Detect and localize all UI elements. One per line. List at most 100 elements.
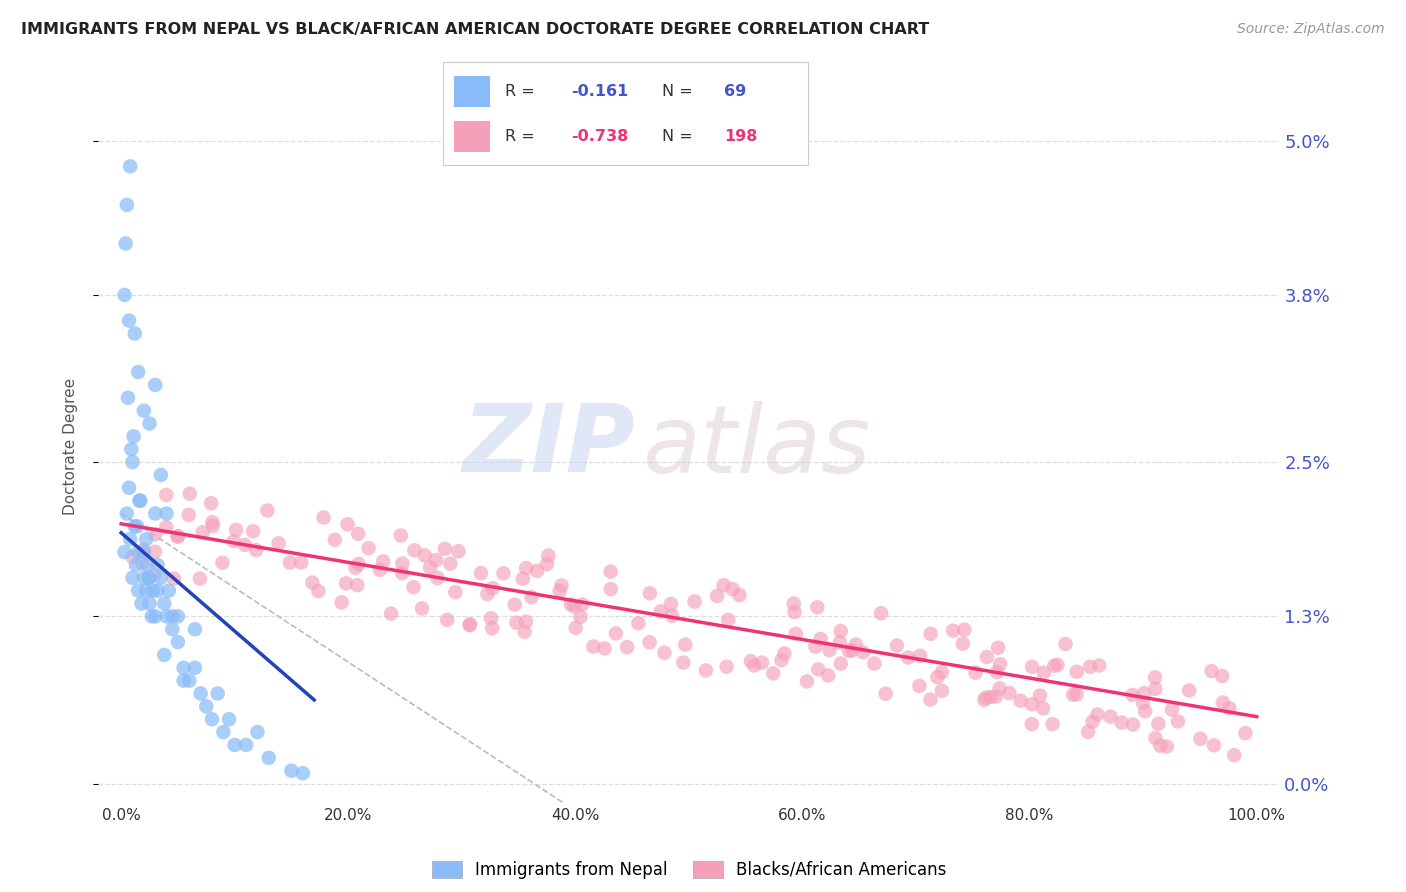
Point	[503, 598, 526, 612]
Point	[167, 529, 190, 543]
Point	[548, 583, 571, 598]
Point	[481, 621, 503, 635]
Point	[1167, 714, 1189, 729]
Point	[135, 583, 157, 598]
Point	[256, 503, 278, 517]
Point	[444, 585, 467, 599]
Point	[536, 557, 558, 571]
Point	[190, 686, 212, 700]
Point	[425, 553, 447, 567]
Point	[122, 429, 145, 443]
Point	[470, 566, 492, 581]
Text: atlas: atlas	[641, 401, 870, 491]
Point	[153, 648, 176, 662]
Point	[1144, 731, 1167, 745]
Point	[143, 507, 166, 521]
Point	[131, 597, 153, 611]
Point	[1161, 703, 1184, 717]
Point	[673, 638, 696, 652]
Point	[141, 609, 163, 624]
Text: 69: 69	[724, 84, 747, 99]
Point	[1021, 660, 1043, 674]
Point	[1081, 714, 1104, 729]
Point	[740, 654, 762, 668]
Point	[1212, 696, 1234, 710]
Text: R =: R =	[505, 84, 540, 99]
Point	[402, 580, 425, 594]
Point	[751, 656, 773, 670]
Point	[571, 598, 593, 612]
Point	[224, 738, 246, 752]
Point	[246, 725, 269, 739]
Text: -0.161: -0.161	[571, 84, 628, 99]
Point	[796, 674, 818, 689]
Bar	[454, 76, 491, 106]
Point	[162, 609, 183, 624]
Point	[908, 648, 931, 663]
Point	[908, 679, 931, 693]
Point	[114, 545, 136, 559]
Point	[138, 597, 160, 611]
Point	[155, 520, 177, 534]
Point	[1133, 704, 1156, 718]
Point	[389, 528, 412, 542]
Point	[810, 632, 832, 646]
Point	[143, 568, 166, 582]
Point	[436, 613, 458, 627]
Point	[155, 507, 177, 521]
Point	[1149, 739, 1171, 753]
Point	[411, 601, 433, 615]
Point	[125, 519, 148, 533]
Point	[143, 609, 166, 624]
Point	[526, 564, 548, 578]
Point	[447, 544, 470, 558]
Point	[132, 542, 155, 557]
Point	[201, 515, 224, 529]
Point	[638, 635, 661, 649]
Point	[458, 618, 481, 632]
Text: ZIP: ZIP	[463, 400, 636, 492]
Point	[235, 738, 257, 752]
Point	[515, 615, 537, 629]
Point	[863, 657, 886, 671]
Point	[1223, 748, 1246, 763]
Point	[1043, 658, 1066, 673]
Point	[121, 455, 143, 469]
Point	[886, 639, 908, 653]
Point	[301, 575, 323, 590]
Point	[560, 598, 582, 612]
Point	[942, 624, 965, 638]
Point	[931, 683, 953, 698]
Point	[179, 673, 201, 688]
Point	[830, 624, 852, 638]
Point	[426, 571, 449, 585]
Point	[120, 442, 142, 457]
Point	[661, 608, 683, 623]
Point	[167, 635, 190, 649]
Point	[330, 595, 353, 609]
Point	[513, 624, 536, 639]
Point	[135, 533, 157, 547]
Point	[280, 764, 302, 778]
Point	[564, 621, 586, 635]
Point	[413, 549, 436, 563]
Point	[312, 510, 335, 524]
Point	[1143, 670, 1166, 684]
Point	[773, 646, 796, 660]
Point	[505, 615, 527, 630]
Point	[683, 594, 706, 608]
Point	[307, 584, 329, 599]
Point	[713, 578, 735, 592]
Point	[477, 587, 499, 601]
Point	[143, 378, 166, 392]
Point	[155, 488, 177, 502]
Point	[347, 527, 370, 541]
Point	[267, 536, 290, 550]
Point	[1032, 701, 1054, 715]
Point	[291, 766, 314, 780]
Point	[162, 622, 183, 636]
Point	[167, 609, 190, 624]
Text: 198: 198	[724, 128, 758, 144]
Point	[357, 541, 380, 556]
Point	[1189, 731, 1212, 746]
